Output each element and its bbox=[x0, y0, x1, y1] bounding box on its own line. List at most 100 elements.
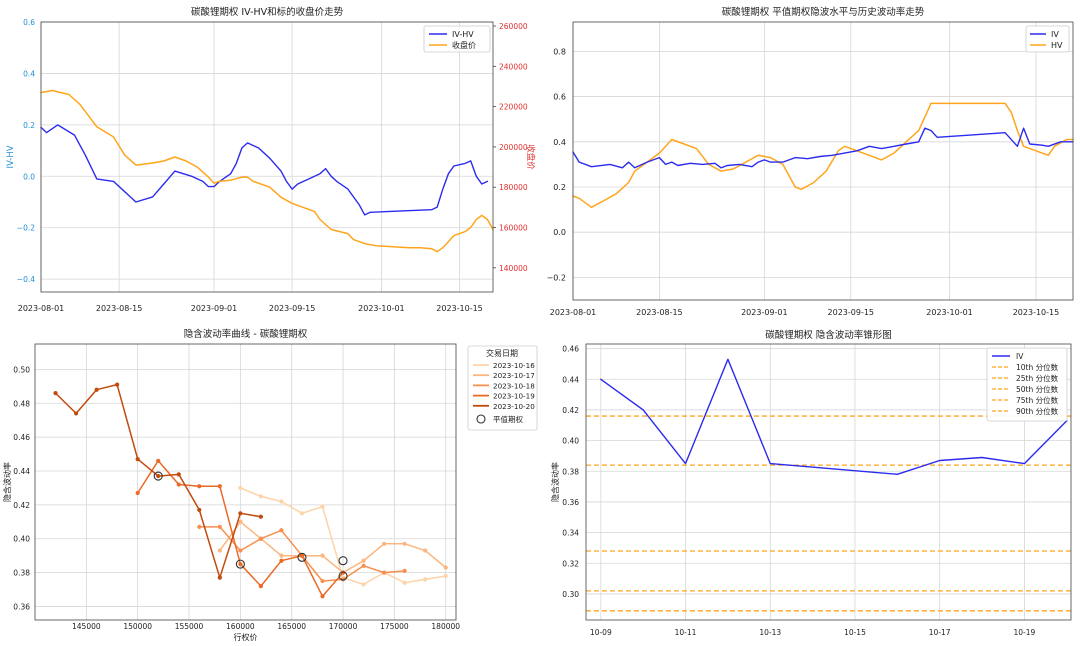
y2-tick-label: 160000 bbox=[499, 224, 528, 233]
x-tick-label: 2023-08-01 bbox=[18, 304, 65, 313]
legend-label: IV bbox=[1051, 30, 1059, 39]
data-point bbox=[238, 519, 243, 524]
data-point bbox=[320, 578, 325, 584]
data-point bbox=[361, 558, 366, 563]
x-tick-label: 10-11 bbox=[675, 628, 697, 637]
x-tick-label: 150000 bbox=[123, 622, 152, 631]
chart-title: 碳酸锂期权 平值期权隐波水平与历史波动率走势 bbox=[722, 6, 925, 18]
data-point bbox=[279, 528, 284, 533]
y-tick-label: 0.46 bbox=[562, 345, 579, 354]
atm-marker bbox=[297, 552, 307, 562]
x-tick-label: 2023-08-15 bbox=[636, 308, 683, 317]
data-point bbox=[135, 490, 140, 496]
data-point bbox=[258, 584, 264, 589]
data-point bbox=[279, 553, 284, 558]
y-tick-label: 0.42 bbox=[13, 501, 30, 510]
y-tick-label: 0.0 bbox=[553, 228, 566, 237]
data-point bbox=[402, 568, 407, 573]
legend-label: 10th 分位数 bbox=[1016, 362, 1059, 372]
series-line bbox=[572, 102, 1074, 209]
x-axis-label: 行权价 bbox=[234, 632, 258, 642]
legend-label: 2023-10-16 bbox=[493, 361, 535, 370]
series-line bbox=[40, 124, 489, 216]
y2-tick-label: 260000 bbox=[499, 22, 528, 31]
data-point bbox=[238, 511, 243, 516]
data-point bbox=[361, 582, 366, 587]
y-tick-label: 0.36 bbox=[562, 498, 579, 507]
legend-swatch bbox=[476, 414, 486, 424]
x-tick-label: 2023-09-15 bbox=[269, 304, 316, 313]
y2-tick-label: 240000 bbox=[499, 62, 528, 71]
y2-axis-label: 收盘价 bbox=[525, 144, 536, 170]
data-point bbox=[340, 577, 346, 582]
data-point bbox=[258, 514, 264, 519]
x-tick-label: 10-13 bbox=[759, 628, 781, 637]
data-point bbox=[382, 570, 387, 575]
x-tick-label: 155000 bbox=[175, 622, 204, 631]
data-point bbox=[197, 507, 202, 513]
y-tick-label: 0.8 bbox=[553, 47, 566, 56]
data-point bbox=[238, 485, 243, 491]
y-tick-label: 0.4 bbox=[23, 69, 35, 78]
data-point bbox=[197, 524, 202, 529]
series-line bbox=[219, 521, 447, 574]
y-tick-label: 0.2 bbox=[553, 183, 566, 192]
data-point bbox=[115, 382, 120, 387]
y-tick-label: 0.42 bbox=[562, 406, 579, 415]
atm-marker bbox=[338, 571, 348, 581]
y-tick-label: −0.2 bbox=[17, 224, 35, 233]
series-line bbox=[572, 127, 1074, 169]
data-point bbox=[402, 541, 407, 546]
data-point bbox=[217, 548, 222, 553]
data-point bbox=[258, 494, 264, 499]
x-tick-label: 2023-09-01 bbox=[741, 308, 788, 317]
atm-marker bbox=[338, 556, 348, 566]
x-tick-label: 2023-09-15 bbox=[828, 308, 875, 317]
plot-frame bbox=[40, 21, 494, 293]
y2-tick-label: 180000 bbox=[499, 183, 528, 192]
y-tick-label: 0.40 bbox=[13, 535, 30, 544]
data-point bbox=[402, 580, 407, 585]
data-point bbox=[176, 472, 181, 477]
data-point bbox=[135, 457, 140, 462]
series-line bbox=[600, 358, 1068, 475]
plot-frame bbox=[585, 343, 1072, 621]
y2-tick-label: 220000 bbox=[499, 103, 528, 112]
panel-iv-smile: 隐含波动率曲线 - 碳酸锂期权 145000 150000 155000 160000 1… bbox=[2, 328, 538, 642]
data-point bbox=[443, 565, 448, 570]
data-point bbox=[423, 577, 428, 582]
plot-frame bbox=[34, 343, 457, 621]
data-point bbox=[279, 558, 284, 563]
y-tick-label: 0.36 bbox=[13, 602, 30, 611]
legend-label: 2023-10-19 bbox=[493, 392, 535, 401]
x-tick-label: 10-09 bbox=[590, 628, 612, 637]
x-tick-label: 2023-10-01 bbox=[358, 304, 405, 313]
x-tick-label: 2023-10-15 bbox=[1013, 308, 1060, 317]
data-point bbox=[279, 499, 284, 504]
y-axis-label: IV-HV bbox=[6, 145, 16, 168]
x-tick-label: 165000 bbox=[277, 622, 306, 631]
data-point bbox=[217, 575, 222, 580]
y-tick-label: 0.30 bbox=[562, 590, 579, 599]
data-point bbox=[156, 473, 161, 479]
x-tick-label: 180000 bbox=[431, 622, 460, 631]
y-tick-label: 0.2 bbox=[23, 121, 35, 130]
y-axis-label: 隐含波动率 bbox=[550, 462, 560, 502]
legend-label: 90th 分位数 bbox=[1016, 406, 1059, 416]
legend-label: 收盘价 bbox=[452, 40, 476, 50]
y-tick-label: 0.38 bbox=[562, 467, 579, 476]
legend-box bbox=[986, 347, 1068, 422]
y2-tick-label: 140000 bbox=[499, 264, 528, 273]
legend-label: 50th 分位数 bbox=[1016, 384, 1059, 394]
data-point bbox=[258, 536, 264, 541]
x-tick-label: 2023-10-01 bbox=[926, 308, 973, 317]
data-point bbox=[299, 553, 305, 558]
plot-frame bbox=[572, 21, 1074, 301]
series-line bbox=[40, 89, 494, 253]
data-point bbox=[176, 482, 181, 487]
x-tick-label: 2023-08-01 bbox=[550, 308, 597, 317]
legend-title: 交易日期 bbox=[486, 348, 518, 358]
x-tick-label: 145000 bbox=[72, 622, 101, 631]
x-tick-label: 160000 bbox=[226, 622, 255, 631]
